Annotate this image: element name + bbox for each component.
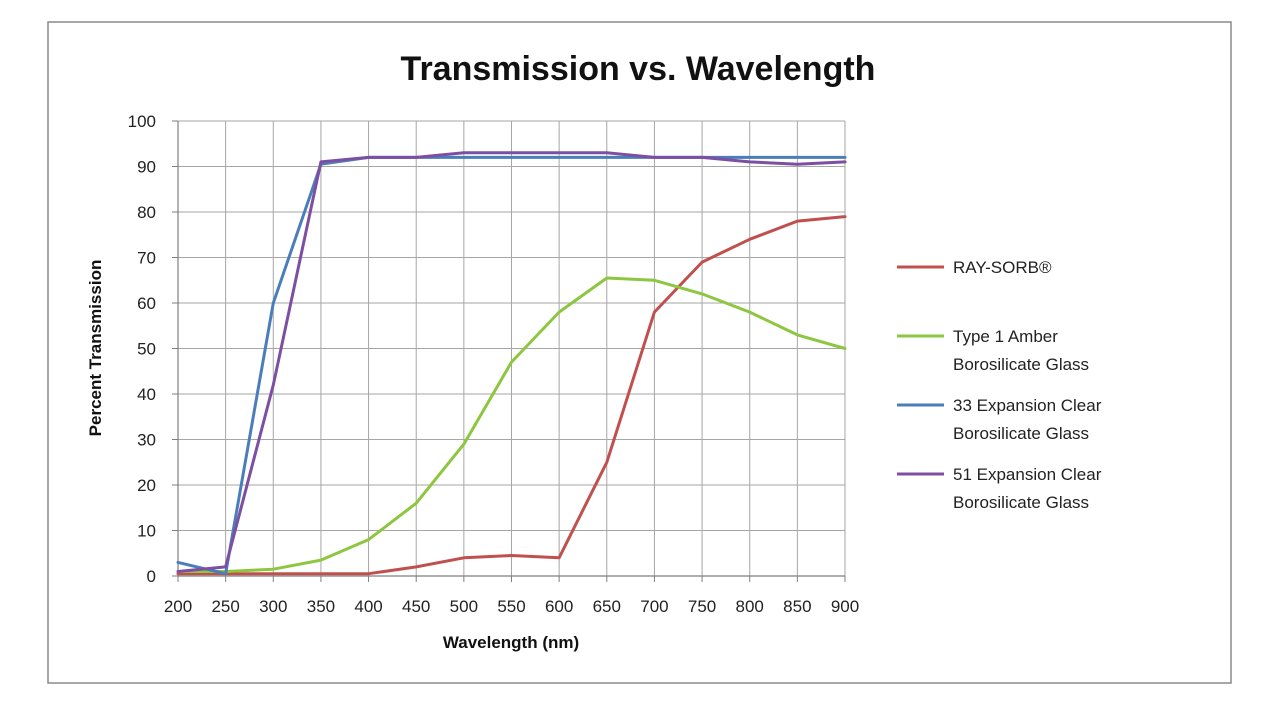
- legend-label-1: RAY-SORB®: [953, 258, 1052, 277]
- x-tick-label: 850: [783, 597, 811, 616]
- x-tick-label: 600: [545, 597, 573, 616]
- y-tick-label: 0: [147, 567, 156, 586]
- x-tick-label: 450: [402, 597, 430, 616]
- series-lines: [176, 151, 847, 576]
- y-tick-label: 80: [137, 203, 156, 222]
- legend-label-3: Borosilicate Glass: [953, 424, 1089, 443]
- legend-label-2: Type 1 Amber: [953, 327, 1058, 346]
- series-line-1: [176, 215, 847, 576]
- y-tick-label: 30: [137, 431, 156, 450]
- legend: RAY-SORB® Type 1 Amber Borosilicate Glass 3…: [897, 258, 1102, 512]
- legend-label-3: 33 Expansion Clear: [953, 396, 1102, 415]
- series-line-2: [176, 276, 847, 573]
- x-tick-label: 500: [450, 597, 478, 616]
- x-tick-label: 300: [259, 597, 287, 616]
- x-tick-label: 550: [497, 597, 525, 616]
- legend-label-4: 51 Expansion Clear: [953, 465, 1102, 484]
- chart-title: Transmission vs. Wavelength: [401, 50, 876, 88]
- y-tick-label: 70: [137, 249, 156, 268]
- x-axis-title: Wavelength (nm): [443, 633, 579, 652]
- series-line-3: [176, 155, 847, 576]
- x-tick-label: 800: [736, 597, 764, 616]
- x-tick-label: 400: [354, 597, 382, 616]
- y-tick-label: 40: [137, 385, 156, 404]
- legend-label-2: Borosilicate Glass: [953, 355, 1089, 374]
- y-tick-label: 10: [137, 522, 156, 541]
- y-tick-label: 60: [137, 294, 156, 313]
- x-tick-label: 200: [164, 597, 192, 616]
- series-line-4: [176, 151, 847, 573]
- x-tick-label: 250: [211, 597, 239, 616]
- x-tick-label: 900: [831, 597, 859, 616]
- x-tick-label: 700: [640, 597, 668, 616]
- x-tick-label: 650: [593, 597, 621, 616]
- y-tick-label: 50: [137, 340, 156, 359]
- x-tick-label: 750: [688, 597, 716, 616]
- legend-label-4: Borosilicate Glass: [953, 493, 1089, 512]
- y-tick-label: 100: [128, 112, 156, 131]
- x-tick-label: 350: [307, 597, 335, 616]
- y-tick-label: 20: [137, 476, 156, 495]
- y-tick-label: 90: [137, 158, 156, 177]
- axes: 200 250 300 350 400 450 500 550 600 650 700 750 800 8…: [128, 112, 860, 616]
- y-axis-title: Percent Transmission: [86, 260, 105, 437]
